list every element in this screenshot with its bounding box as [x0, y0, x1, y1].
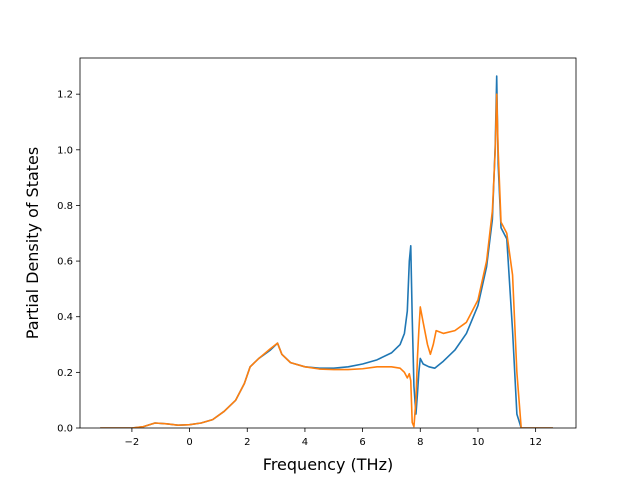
y-axis: 0.0 0.2 0.4 0.6 0.8 1.0 1.2 — [57, 90, 80, 435]
y-tick-label: 1.2 — [57, 90, 73, 101]
x-tick-label: 2 — [244, 437, 250, 448]
x-tick-label: 6 — [359, 437, 365, 448]
y-tick-label: 1.0 — [57, 145, 73, 156]
x-tick-label: 10 — [472, 437, 485, 448]
x-axis: −2 0 2 4 6 8 10 12 — [125, 428, 542, 448]
y-tick-label: 0.0 — [57, 424, 73, 435]
x-axis-label: Frequency (THz) — [263, 455, 393, 474]
x-tick-label: 4 — [302, 437, 308, 448]
series-line-2 — [100, 93, 553, 428]
y-tick-label: 0.6 — [57, 257, 73, 268]
series-layer — [100, 75, 553, 428]
x-tick-label: −2 — [125, 437, 140, 448]
x-tick-label: 8 — [417, 437, 423, 448]
y-tick-label: 0.8 — [57, 201, 73, 212]
x-tick-label: 0 — [186, 437, 192, 448]
y-tick-label: 0.2 — [57, 368, 73, 379]
plot-area-frame — [79, 57, 577, 429]
x-tick-label: 12 — [529, 437, 542, 448]
y-axis-label: Partial Density of States — [23, 147, 42, 339]
y-tick-label: 0.4 — [57, 312, 73, 323]
